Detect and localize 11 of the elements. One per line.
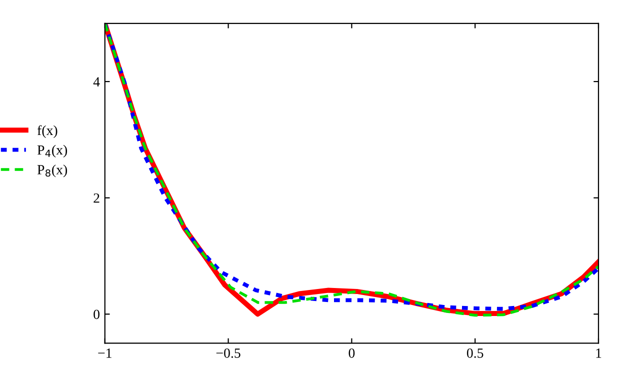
legend-label: P$_{4}$(x): [37, 144, 68, 158]
x-tick-label: 0: [348, 348, 355, 358]
legend-label: P$_{8}$(x): [37, 164, 68, 178]
x-tick-label: −0.5: [216, 348, 240, 358]
legend-label: f(x): [37, 125, 58, 138]
y-tick-label: 2: [94, 193, 100, 203]
x-tick-label: 0.5: [466, 348, 484, 358]
x-tick-label: 1: [596, 348, 602, 358]
y-tick-label: 0: [94, 310, 100, 320]
y-tick-label: 4: [93, 77, 100, 86]
x-tick-label: −1: [98, 348, 112, 358]
